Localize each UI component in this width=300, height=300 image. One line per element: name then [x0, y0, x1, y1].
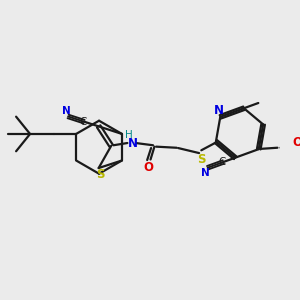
Text: N: N — [62, 106, 71, 116]
Text: C: C — [218, 157, 226, 167]
Text: H: H — [125, 130, 133, 140]
Text: S: S — [96, 168, 104, 181]
Text: C: C — [79, 117, 86, 127]
Text: N: N — [201, 168, 210, 178]
Text: N: N — [128, 137, 137, 150]
Text: O: O — [144, 161, 154, 174]
Text: O: O — [292, 136, 300, 149]
Text: N: N — [214, 104, 224, 117]
Text: S: S — [198, 153, 206, 166]
